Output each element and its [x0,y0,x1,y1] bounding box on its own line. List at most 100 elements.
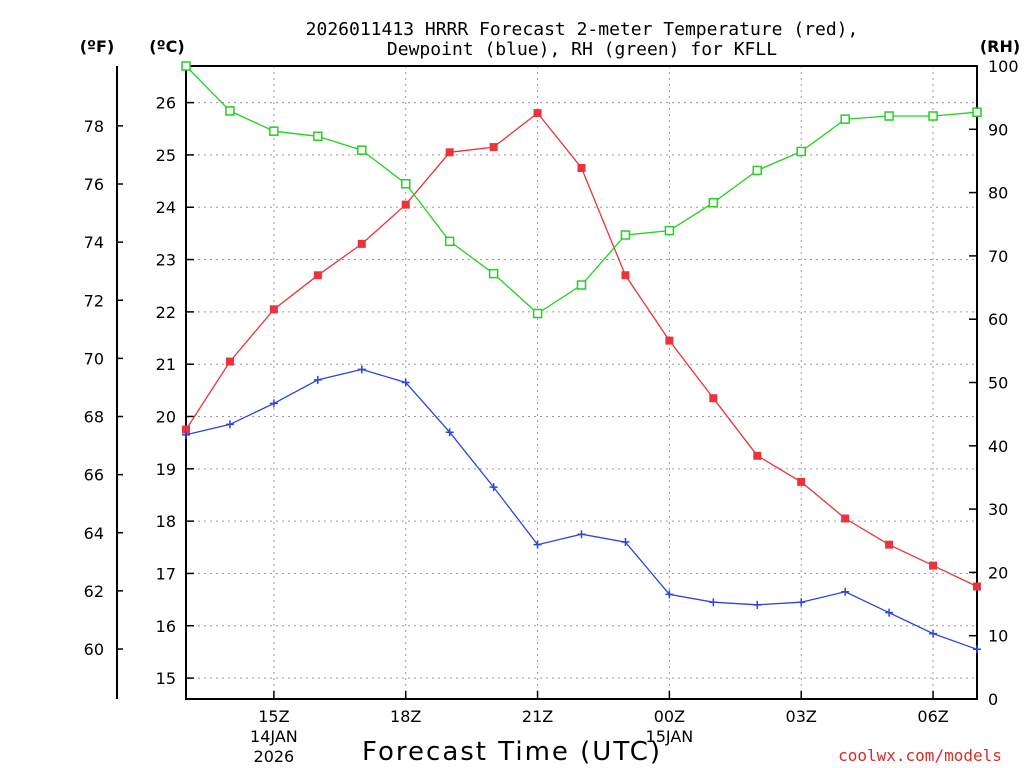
rh-point [225,106,235,116]
dewpoint-point [401,378,410,387]
title-block: 2026011413 HRRR Forecast 2-meter Tempera… [306,19,859,60]
rh-point [400,178,411,189]
rh-point [269,126,279,136]
fahrenheit-unit-label: (ºF) [80,37,115,56]
series-layer [181,61,982,654]
rh-tick-label: 50 [988,374,1008,393]
celsius-tick-label: 18 [156,512,176,531]
celsius-tick-label: 22 [156,303,176,322]
dewpoint-point [533,540,542,549]
dewpoint-point [445,428,454,437]
celsius-tick-label: 21 [156,355,176,374]
temperature-point [269,305,278,314]
rh-point [488,268,499,279]
x-tick-label: 18Z [390,707,421,726]
fahrenheit-tick-label: 60 [84,640,104,659]
rh-tick-label: 10 [988,627,1008,646]
dewpoint-point [357,365,366,374]
dewpoint-point [182,430,190,439]
fahrenheit-tick-label: 66 [84,466,104,485]
fahrenheit-tick-label: 76 [84,175,104,194]
temperature-point [665,336,674,345]
rh-tick-label: 20 [988,563,1008,582]
celsius-tick-label: 23 [156,251,176,270]
celsius-tick-label: 16 [156,617,176,636]
dewpoint-line [185,368,978,650]
temperature-point [489,143,498,152]
rh-tick-label: 90 [988,120,1008,139]
dewpoint-point [841,587,850,596]
temperature-point [841,514,850,523]
rh-line [185,65,978,315]
dewpoint-point [621,538,630,547]
temperature-point [973,582,981,591]
x-tick-date-label: 14JAN [250,727,298,746]
x-axis-label: Forecast Time (UTC) [362,737,662,767]
grid-layer [186,66,977,699]
dewpoint-point [709,598,718,607]
temperature-point [577,164,586,173]
rh-tick-label: 30 [988,500,1008,519]
x-tick-label: 21Z [522,707,553,726]
celsius-tick-label: 25 [156,146,176,165]
rh-point [796,146,806,157]
fahrenheit-tick-label: 74 [84,233,104,252]
temperature-point [797,477,806,486]
fahrenheit-tick-label: 70 [84,349,104,368]
temperature-point [885,540,894,549]
rh-tick-label: 0 [988,690,998,709]
rh-point [181,61,191,71]
celsius-tick-label: 26 [156,94,176,113]
celsius-tick-label: 20 [156,408,176,427]
temperature-point [401,200,410,209]
rh-point [840,114,850,124]
x-tick-label: 15Z [258,707,289,726]
temperature-series [182,109,981,591]
rh-point [752,165,763,176]
dewpoint-point [797,598,806,607]
dewpoint-point [929,629,938,638]
fahrenheit-tick-label: 68 [84,408,104,427]
temperature-point [357,239,366,248]
celsius-tick-label: 17 [156,564,176,583]
rh-series [181,61,982,319]
rh-point [708,197,719,208]
rh-unit-label: (RH) [980,37,1020,56]
x-tick-label: 06Z [917,707,948,726]
rh-point [357,145,367,155]
temperature-point [182,425,190,434]
dewpoint-point [269,399,278,408]
celsius-unit-label: (ºC) [149,37,184,56]
rh-tick-label: 60 [988,310,1008,329]
rh-tick-label: 70 [988,247,1008,266]
dewpoint-point [313,375,322,384]
dewpoint-point [665,590,674,599]
rh-tick-label: 100 [988,57,1019,76]
temperature-point [929,561,938,570]
temperature-point [313,271,322,280]
temperature-point [225,357,234,366]
x-tick-date-label: 2026 [254,747,295,766]
dewpoint-series [182,365,981,654]
rh-point [444,236,455,247]
rh-tick-label: 40 [988,437,1008,456]
rh-point [620,230,631,240]
dewpoint-point [885,608,894,617]
celsius-tick-label: 24 [156,198,176,217]
x-tick-label: 00Z [654,707,685,726]
chart-title-line-1: 2026011413 HRRR Forecast 2-meter Tempera… [306,19,859,40]
celsius-tick-label: 19 [156,460,176,479]
credit-label: coolwx.com/models [838,746,1002,765]
rh-tick-label: 80 [988,184,1008,203]
dewpoint-point [577,530,586,539]
fahrenheit-tick-label: 64 [84,524,104,543]
dewpoint-point [489,483,498,492]
x-tick-label: 03Z [786,707,817,726]
x-tick-date-label: 15JAN [646,727,694,746]
temperature-point [621,271,630,280]
rh-point [928,111,938,121]
fahrenheit-tick-label: 72 [84,291,104,310]
rh-point [664,225,675,236]
chart-title-line-2: Dewpoint (blue), RH (green) for KFLL [387,39,777,60]
